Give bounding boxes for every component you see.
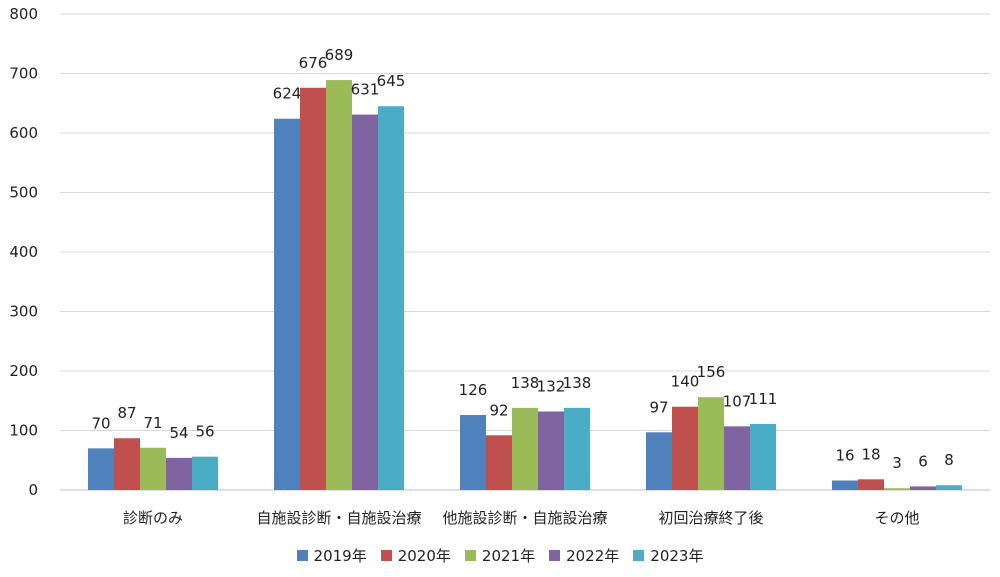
legend: 2019年 2020年 2021年 2022年 2023年 [0, 545, 1000, 566]
y-tick-label: 0 [28, 481, 38, 499]
bar [192, 456, 218, 490]
data-label: 8 [944, 451, 954, 469]
bar [724, 426, 750, 490]
data-label: 6 [918, 452, 928, 470]
legend-swatch [633, 550, 645, 561]
bar [538, 411, 564, 490]
legend-swatch [380, 550, 392, 561]
data-label: 138 [563, 374, 592, 392]
y-tick-label: 300 [9, 303, 38, 321]
y-tick-label: 500 [9, 184, 38, 202]
data-label: 56 [195, 423, 214, 441]
legend-item: 2019年 [296, 545, 367, 566]
data-label: 631 [351, 81, 380, 99]
legend-item: 2022年 [549, 545, 619, 566]
data-label: 54 [169, 424, 188, 442]
data-label: 140 [671, 373, 700, 391]
bar [564, 407, 590, 490]
legend-label: 2019年 [313, 547, 367, 565]
bar [858, 479, 884, 490]
x-category-label: その他 [874, 509, 919, 527]
y-tick-label: 700 [9, 65, 38, 83]
legend-label: 2021年 [481, 547, 536, 565]
data-label: 138 [511, 374, 540, 392]
legend-item: 2021年 [464, 545, 536, 566]
legend-swatch [464, 550, 476, 561]
bar [884, 488, 910, 490]
bar [750, 423, 776, 490]
legend-label: 2022年 [566, 547, 620, 565]
data-label: 156 [697, 363, 726, 381]
bar [698, 397, 724, 490]
bar [352, 114, 378, 491]
data-label: 676 [299, 54, 328, 72]
data-label: 92 [489, 401, 508, 419]
data-label: 107 [723, 392, 752, 410]
legend-label: 2023年 [650, 547, 704, 565]
bar [910, 486, 936, 490]
legend-item: 2020年 [380, 545, 451, 566]
data-label: 70 [91, 414, 110, 432]
data-label: 689 [325, 46, 354, 64]
bar [512, 407, 538, 490]
legend-item: 2023年 [633, 545, 703, 566]
bar [646, 432, 672, 490]
x-category-label: 自施設診断・自施設治療 [256, 509, 421, 527]
x-category-label: 診断のみ [123, 509, 183, 527]
data-label: 16 [835, 446, 854, 464]
legend-label: 2020年 [397, 547, 451, 565]
bar [672, 406, 698, 490]
bar [378, 106, 404, 490]
bar [486, 435, 512, 490]
bar [274, 118, 300, 490]
legend-swatch [296, 550, 308, 561]
y-tick-label: 600 [9, 124, 38, 142]
data-label: 126 [459, 381, 488, 399]
bar [88, 448, 114, 490]
bar [300, 87, 326, 490]
data-label: 111 [749, 390, 778, 408]
x-category-label: 他施設診断・自施設治療 [442, 509, 607, 527]
y-tick-label: 200 [9, 362, 38, 380]
data-label: 645 [377, 72, 406, 90]
data-label: 87 [117, 404, 136, 422]
data-label: 71 [143, 414, 162, 432]
legend-swatch [549, 550, 561, 561]
bar [140, 447, 166, 490]
bar [326, 80, 352, 491]
data-label: 132 [537, 377, 566, 395]
x-category-label: 初回治療終了後 [658, 509, 763, 527]
data-label: 18 [861, 445, 880, 463]
bar [936, 485, 962, 490]
bar [114, 438, 140, 490]
bar [460, 415, 486, 490]
bar [166, 457, 192, 490]
y-tick-label: 400 [9, 243, 38, 261]
bar [832, 480, 858, 490]
data-label: 3 [892, 454, 902, 472]
data-label: 624 [273, 85, 302, 103]
y-tick-label: 100 [9, 422, 38, 440]
data-label: 97 [649, 398, 668, 416]
y-tick-label: 800 [9, 5, 38, 23]
